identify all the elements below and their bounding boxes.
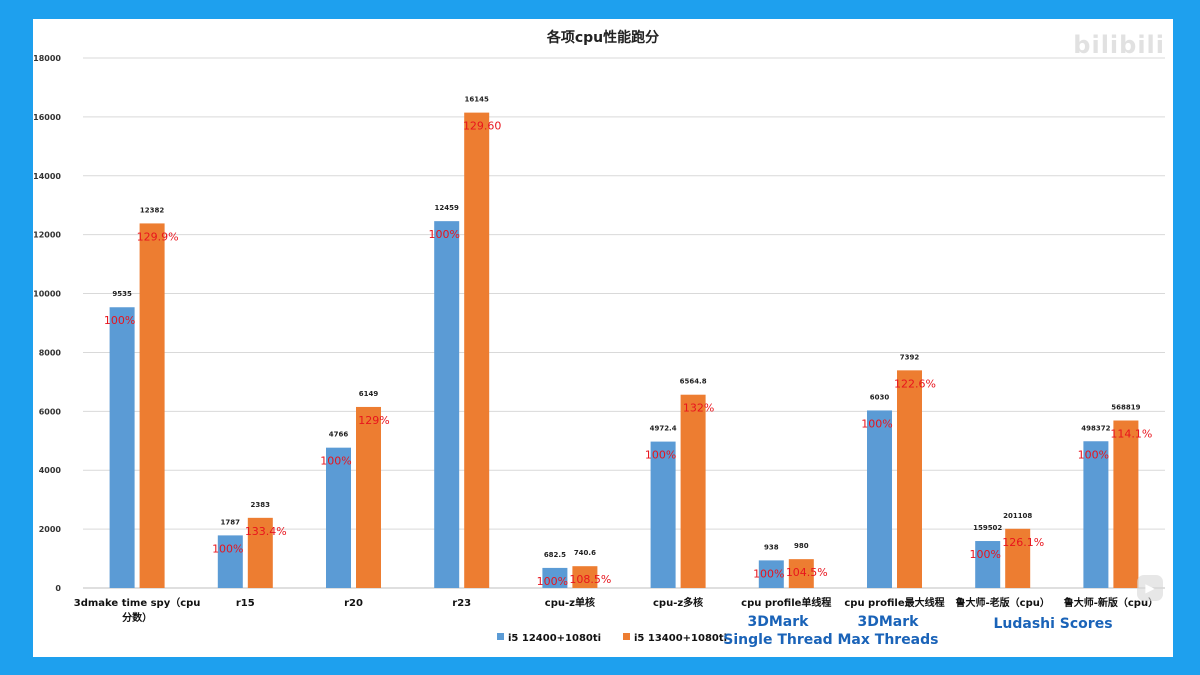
legend-label: i5 12400+1080ti xyxy=(508,633,601,644)
x-tick-label: cpu-z多核 xyxy=(653,596,703,609)
percent-label: 133.4% xyxy=(245,525,287,538)
data-label: 568819 xyxy=(1111,404,1140,412)
percent-label: 132% xyxy=(683,402,714,415)
bar xyxy=(897,370,922,588)
bar xyxy=(247,517,273,588)
bar xyxy=(1005,528,1031,588)
data-label: 159502 xyxy=(973,524,1002,532)
x-tick-label: cpu-z单核 xyxy=(545,596,595,609)
data-label: 12382 xyxy=(140,206,164,214)
data-label: 682.5 xyxy=(544,551,566,559)
data-label: 9535 xyxy=(112,290,132,298)
x-tick-label: r23 xyxy=(452,598,471,609)
percent-label: 104.5% xyxy=(786,566,828,579)
caption-3dmark-single: 3DMark Single Thread xyxy=(713,613,843,649)
percent-label: 100% xyxy=(861,417,892,430)
y-tick-label: 8000 xyxy=(39,348,62,357)
caption-3dmark-max: 3DMark Max Threads xyxy=(823,613,953,649)
percent-label: 126.1% xyxy=(1002,536,1044,549)
bar xyxy=(572,566,598,588)
percent-label: 100% xyxy=(104,314,135,327)
percent-label: 100% xyxy=(645,449,676,462)
bar xyxy=(680,394,706,588)
x-tick-label: r20 xyxy=(344,598,363,609)
chart-title: 各项cpu性能跑分 xyxy=(546,30,660,46)
bar-chart: 0 2000 4000 6000 8000 10000 12000 14000 16000 180… xyxy=(33,54,1165,644)
y-tick-label: 0 xyxy=(55,584,61,593)
caption-3dmark-single-line1: 3DMark xyxy=(747,614,809,630)
data-label: 6030 xyxy=(870,393,890,401)
percent-label: 100% xyxy=(753,567,784,580)
data-label: 2383 xyxy=(251,501,271,509)
data-label: 6564.8 xyxy=(680,378,707,386)
percent-label: 114.1% xyxy=(1110,428,1152,441)
percent-label: 129.9% xyxy=(137,230,179,243)
y-tick-label: 6000 xyxy=(39,407,62,416)
bar xyxy=(650,441,676,588)
y-tick-label: 18000 xyxy=(33,54,61,63)
bar xyxy=(109,307,135,588)
data-label: 7392 xyxy=(900,353,920,361)
bar xyxy=(139,223,165,588)
bar xyxy=(464,112,490,588)
x-tick-label: 分数） xyxy=(122,611,152,624)
y-tick-label: 12000 xyxy=(33,231,61,240)
x-tick-label: 鲁大师-老版（cpu） xyxy=(955,596,1050,609)
data-label: 4766 xyxy=(329,431,349,439)
x-tick-label: cpu profile最大线程 xyxy=(844,596,944,609)
percent-label: 100% xyxy=(537,575,568,588)
percent-label: 100% xyxy=(320,455,351,468)
data-label: 12459 xyxy=(435,204,459,212)
legend-label: i5 13400+1080ti xyxy=(634,633,727,644)
y-tick-label: 14000 xyxy=(33,172,61,181)
data-label: 938 xyxy=(764,543,779,551)
bar xyxy=(1083,441,1109,588)
bar xyxy=(867,410,892,588)
y-tick-label: 4000 xyxy=(39,466,62,475)
y-tick-label: 16000 xyxy=(33,113,61,122)
bar xyxy=(356,406,381,588)
bar xyxy=(326,447,351,588)
data-label: 1787 xyxy=(221,518,241,526)
data-label: 498372 xyxy=(1081,424,1110,432)
percent-label: 100% xyxy=(428,228,459,241)
bar xyxy=(542,567,568,588)
caption-3dmark-single-line2: Single Thread xyxy=(723,632,833,648)
bar xyxy=(434,221,460,588)
bilibili-watermark: bilibili xyxy=(1073,31,1165,59)
percent-label: 100% xyxy=(212,542,243,555)
data-label: 980 xyxy=(794,542,809,550)
legend-swatch xyxy=(623,633,630,640)
data-label: 740.6 xyxy=(574,549,596,557)
play-icon[interactable]: ▶ xyxy=(1137,575,1163,601)
bar xyxy=(975,541,1001,588)
y-tick-label: 10000 xyxy=(33,290,61,299)
data-label: 6149 xyxy=(359,390,379,398)
data-label: 4972.4 xyxy=(650,425,677,433)
caption-ludashi: Ludashi Scores xyxy=(993,616,1113,632)
percent-label: 100% xyxy=(1078,448,1109,461)
percent-label: 129% xyxy=(358,414,389,427)
x-tick-label: cpu profile单线程 xyxy=(741,596,831,609)
bar xyxy=(217,535,243,588)
percent-label: 122.6% xyxy=(894,377,936,390)
chart-panel: 0 2000 4000 6000 8000 10000 12000 14000 16000 180… xyxy=(33,19,1173,657)
x-tick-label: 3dmake time spy（cpu xyxy=(74,596,201,609)
legend-swatch xyxy=(497,633,504,640)
bar xyxy=(1113,420,1139,588)
percent-label: 129.60 xyxy=(463,120,502,133)
bar xyxy=(758,560,784,588)
percent-label: 108.5% xyxy=(569,573,611,586)
x-tick-label: r15 xyxy=(236,598,255,609)
caption-3dmark-max-line1: 3DMark xyxy=(857,614,919,630)
percent-label: 100% xyxy=(969,548,1000,561)
data-label: 16145 xyxy=(465,96,489,104)
y-tick-label: 2000 xyxy=(39,525,62,534)
bar xyxy=(788,559,814,588)
data-label: 201108 xyxy=(1003,512,1032,520)
x-tick-label: 鲁大师-新版（cpu） xyxy=(1063,596,1158,609)
caption-3dmark-max-line2: Max Threads xyxy=(837,632,939,648)
